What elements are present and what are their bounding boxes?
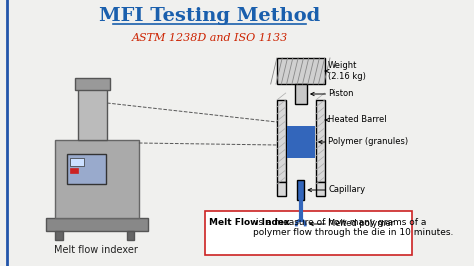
Text: Melted polymer: Melted polymer (310, 219, 394, 228)
Bar (316, 100, 325, 182)
Text: Polymer (granules): Polymer (granules) (319, 138, 408, 147)
Bar (75, 78, 109, 90)
Bar (67, 154, 106, 184)
Text: Piston: Piston (311, 89, 354, 98)
Bar (55, 140, 139, 218)
Bar (78, 88, 107, 140)
Bar (294, 84, 307, 104)
Bar (127, 231, 135, 240)
Bar (70, 158, 84, 166)
Text: Heated Barrel: Heated Barrel (325, 115, 387, 124)
Text: Weight
(2.16 kg): Weight (2.16 kg) (325, 61, 366, 81)
Bar (297, 180, 304, 200)
Bar (277, 58, 325, 84)
Bar (70, 168, 78, 173)
Text: Capillary: Capillary (308, 185, 365, 194)
Bar (55, 231, 63, 240)
FancyBboxPatch shape (205, 211, 412, 255)
Text: Melt Flow Index: Melt Flow Index (209, 218, 290, 227)
Text: Melt flow indexer: Melt flow indexer (55, 245, 138, 255)
Bar (316, 182, 325, 196)
Bar (277, 182, 286, 196)
Bar (277, 100, 286, 182)
Text: is a measure of how many grams of a
polymer flow through the die in 10 minutes.: is a measure of how many grams of a poly… (253, 218, 454, 237)
Bar (287, 126, 315, 158)
Text: MFI Testing Method: MFI Testing Method (99, 7, 320, 25)
Bar (46, 218, 148, 231)
Text: ASTM 1238D and ISO 1133: ASTM 1238D and ISO 1133 (132, 33, 288, 43)
